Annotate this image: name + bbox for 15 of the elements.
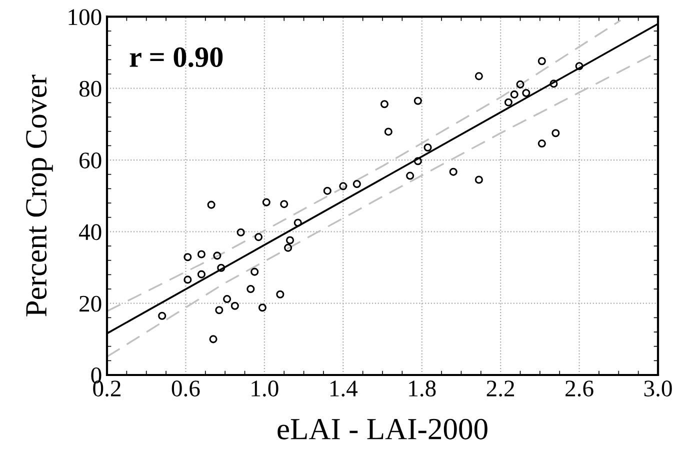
y-tick-label: 100 [68, 9, 102, 26]
x-axis-title: eLAI - LAI-2000 [278, 418, 488, 440]
x-tick-label: 3.0 [644, 380, 672, 397]
x-tick-label: 2.2 [486, 380, 514, 397]
y-tick-label: 80 [79, 80, 102, 97]
y-tick-label: 60 [80, 152, 102, 168]
x-tick-label: 1.4 [330, 380, 358, 397]
x-tick-label: 2.6 [566, 380, 594, 397]
x-tick-label: 0.6 [172, 380, 200, 397]
annotation: r = 0.90 [130, 47, 223, 68]
x-tick-label: 1.0 [252, 380, 278, 397]
y-axis-title: Percent Crop Cover [26, 74, 53, 316]
y-tick-label: 20 [80, 296, 102, 312]
y-tick-label: 40 [78, 224, 102, 240]
x-tick-label: 1.8 [409, 380, 436, 397]
